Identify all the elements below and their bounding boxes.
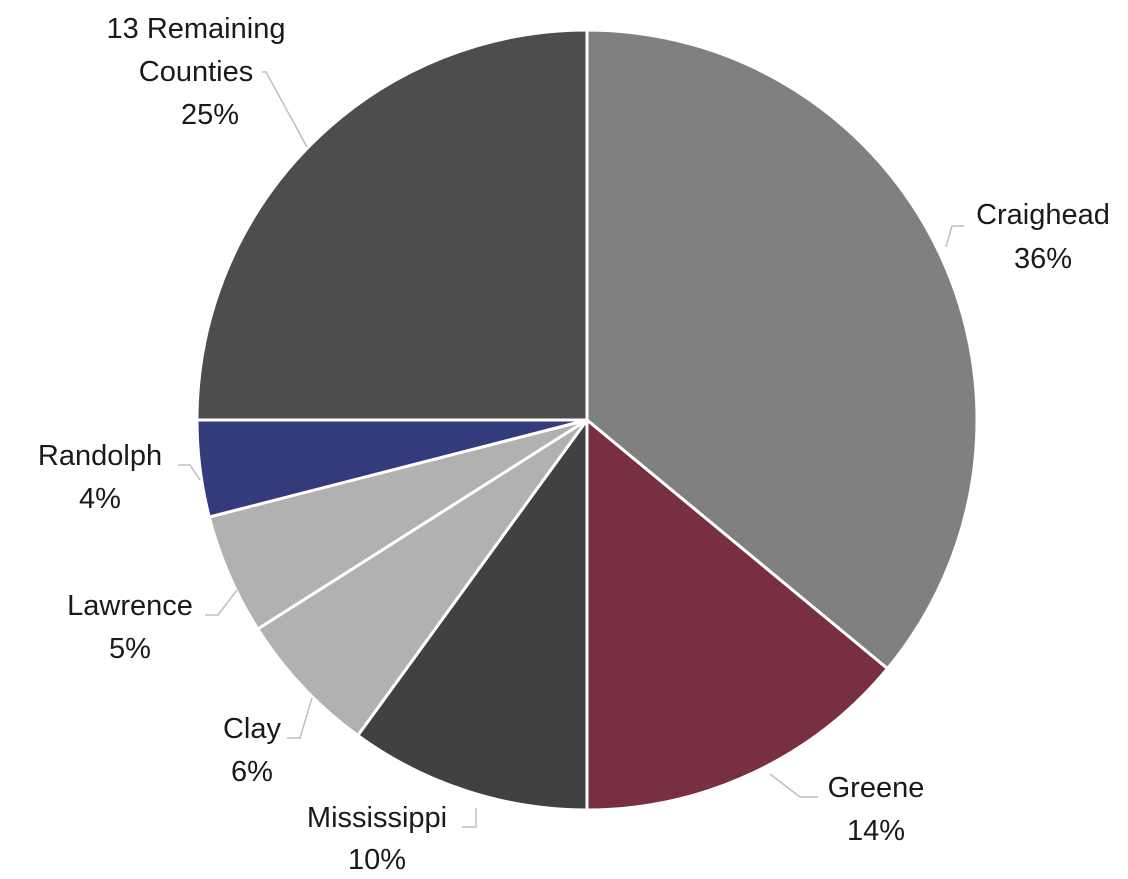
pie-slice-greene — [585, 418, 889, 812]
pie-slice-clay — [256, 418, 589, 738]
slice-percent-clay: 6% — [231, 756, 273, 788]
leader-line-mississippi — [462, 808, 477, 828]
slice-label-13-remaining-counties: 13 Remaining — [107, 13, 286, 45]
leader-line-greene — [769, 773, 818, 798]
leader-line-13-remaining-counties — [262, 71, 308, 148]
slice-percent-13-remaining-counties: 25% — [181, 99, 239, 131]
slice-percent-randolph: 4% — [79, 483, 121, 515]
slice-label-craighead: Craighead — [976, 199, 1110, 231]
slice-percent-greene: 14% — [847, 815, 905, 847]
pie-slice-mississippi — [356, 418, 589, 812]
slice-percent-mississippi: 10% — [348, 844, 406, 876]
leader-line-clay — [287, 697, 313, 739]
slice-label-mississippi: Mississippi — [307, 802, 447, 834]
slice-percent-craighead: 36% — [1014, 243, 1072, 275]
pie-slices — [195, 28, 979, 812]
slice-label-13-remaining-counties: Counties — [139, 56, 253, 88]
leader-lines — [178, 71, 964, 828]
slice-label-greene: Greene — [828, 772, 925, 804]
pie-slice-craighead — [585, 28, 979, 671]
pie-slice-13-remaining-counties — [195, 28, 589, 422]
slice-percent-lawrence: 5% — [109, 633, 151, 665]
slice-label-randolph: Randolph — [38, 440, 162, 472]
slice-labels: Craighead 36% Greene 14% Mississippi 10% Clay 6… — [38, 13, 1110, 876]
slice-label-lawrence: Lawrence — [67, 590, 193, 622]
leader-line-randolph — [178, 464, 201, 481]
slice-label-clay: Clay — [223, 713, 282, 745]
leader-line-lawrence — [205, 589, 238, 616]
leader-line-craighead — [945, 225, 964, 248]
